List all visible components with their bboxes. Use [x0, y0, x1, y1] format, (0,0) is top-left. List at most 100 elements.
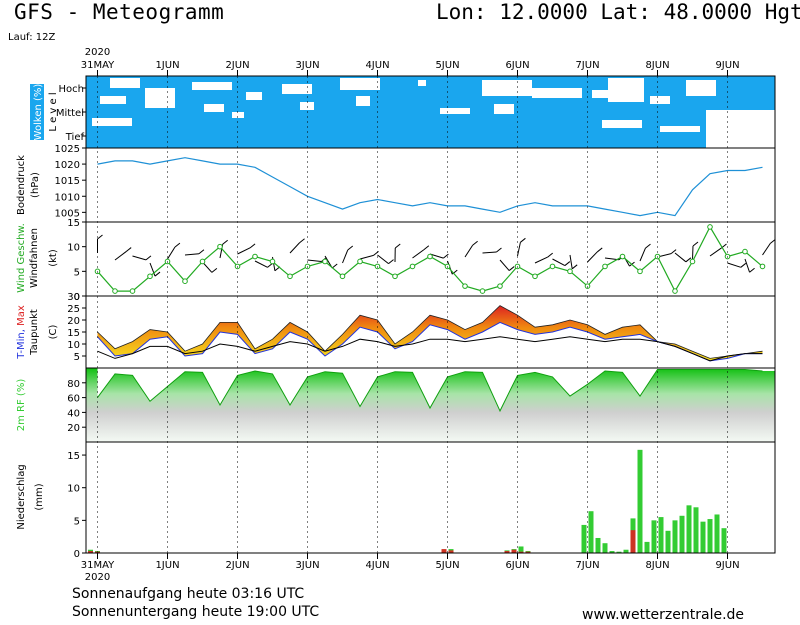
day-label-top: 1JUN — [155, 60, 179, 71]
wind-speed-point — [392, 273, 398, 280]
cloud-label-bg — [30, 84, 44, 140]
wind-barb-flag — [596, 247, 603, 253]
wind-barb — [149, 262, 156, 277]
cloud-gap — [340, 78, 380, 90]
model-run-label: Lauf: 12Z — [8, 32, 56, 43]
y-tick-label: 0 — [74, 292, 80, 303]
pressure-axis-label: Bodendruck — [16, 155, 27, 215]
wind-barb — [342, 249, 349, 264]
wind-speed-point — [322, 258, 328, 265]
wind-barb-flag — [564, 261, 571, 266]
wind-speed-point — [742, 248, 748, 255]
temp-range-area — [97, 305, 763, 361]
cloud-axis-label: Wolken (%) — [33, 84, 44, 141]
day-label-top: 7JUN — [575, 60, 599, 71]
wind-barb-flag — [443, 253, 449, 259]
wind-barb-flag — [198, 249, 205, 255]
tmax-label: Max — [16, 305, 27, 326]
cloud-gap — [246, 92, 262, 100]
wind-barb-flag — [749, 267, 755, 273]
y-tick-label: 10 — [67, 484, 80, 495]
cloud-gap — [440, 108, 470, 114]
day-label-bottom: 9JUN — [715, 560, 739, 571]
cloud-gap — [282, 84, 312, 94]
wind-barb-flag — [685, 257, 692, 263]
rain-bar — [707, 519, 713, 553]
rain-bar — [658, 517, 664, 553]
snow-bar — [511, 549, 517, 553]
wind-barb-flag — [740, 262, 747, 268]
rain-bar — [693, 507, 699, 553]
y-tick-label: 0 — [74, 549, 80, 560]
wind-barb-flag — [571, 264, 578, 270]
y-tick-label: 1025 — [55, 144, 80, 155]
wind-barb-flag — [645, 243, 651, 249]
wind-barb — [429, 253, 444, 259]
day-label-bottom: 4JUN — [365, 560, 389, 571]
cloud-gap — [418, 80, 426, 86]
sunset-text: Sonnenuntergang heute 19:00 UTC — [72, 604, 320, 620]
wind-barb — [744, 258, 751, 273]
wind-barb — [639, 247, 646, 262]
wind-speed-point — [287, 273, 293, 280]
tmin-line — [97, 321, 763, 362]
wind-speed-point — [549, 263, 556, 270]
wind-barb — [552, 258, 566, 267]
day-label-bottom: 2JUN — [225, 560, 249, 571]
y-tick-label: 20 — [67, 423, 80, 434]
rain-bar — [609, 551, 615, 553]
cloud-gap — [482, 80, 532, 96]
day-label-top: 2JUN — [225, 60, 249, 71]
wind-speed-point — [672, 288, 678, 294]
cloud-gap — [532, 88, 582, 98]
cloud-gap — [494, 104, 514, 114]
y-tick-label: 10 — [67, 243, 80, 254]
wind-barb — [587, 251, 598, 263]
wind-speed-point — [707, 224, 713, 230]
snow-bar — [518, 551, 524, 553]
tmax-line — [97, 305, 763, 359]
wind-barb-flag — [520, 237, 526, 243]
y-tick-label: 5 — [74, 516, 80, 527]
site-link[interactable]: www.wetterzentrale.de — [582, 607, 745, 623]
wind-barb — [674, 252, 687, 263]
day-label-bottom: 31MAY — [81, 560, 115, 571]
wind-barb-flag — [770, 239, 776, 244]
snow-bar — [448, 550, 454, 553]
dewpoint-line — [97, 336, 763, 362]
rain-bar — [679, 515, 685, 553]
wind-barb-flag — [547, 252, 554, 258]
y-tick-label: 80 — [67, 379, 80, 390]
day-label-bottom: 1JUN — [155, 560, 179, 571]
y-tick-label: 20 — [67, 316, 80, 327]
cloud-gap — [232, 112, 244, 118]
wind-speed-point — [532, 273, 538, 280]
wind-barb — [289, 242, 300, 254]
wind-speed-label: Wind Geschw. — [16, 223, 27, 293]
day-label-top: 9JUN — [715, 60, 739, 71]
wind-speed-point — [602, 263, 608, 270]
precip-axis-label: Niederschlag — [16, 464, 27, 529]
wind-barb — [534, 256, 548, 264]
wind-barb — [709, 247, 722, 257]
snow-bar — [630, 530, 636, 553]
wind-barb-flag — [331, 263, 338, 269]
wind-barb — [114, 251, 127, 261]
y-tick-label: 15 — [67, 328, 80, 339]
y-tick-label: 40 — [67, 408, 80, 419]
rain-bar — [602, 543, 608, 553]
wind-barb — [307, 259, 322, 262]
wind-barb — [499, 259, 510, 271]
y-tick-label: 15 — [67, 218, 80, 229]
precip-panel-frame — [85, 441, 776, 554]
wind-barb-flag — [394, 243, 401, 249]
wind-speed-point — [339, 273, 346, 280]
wind-barb — [184, 253, 199, 256]
cloud-gap — [92, 118, 132, 126]
cloud-row-label: Tief — [65, 132, 85, 143]
cloud-gap — [650, 96, 670, 104]
wind-barb-flag — [211, 268, 218, 273]
y-tick-label: 10 — [67, 340, 80, 351]
cloud-gap — [592, 90, 618, 98]
